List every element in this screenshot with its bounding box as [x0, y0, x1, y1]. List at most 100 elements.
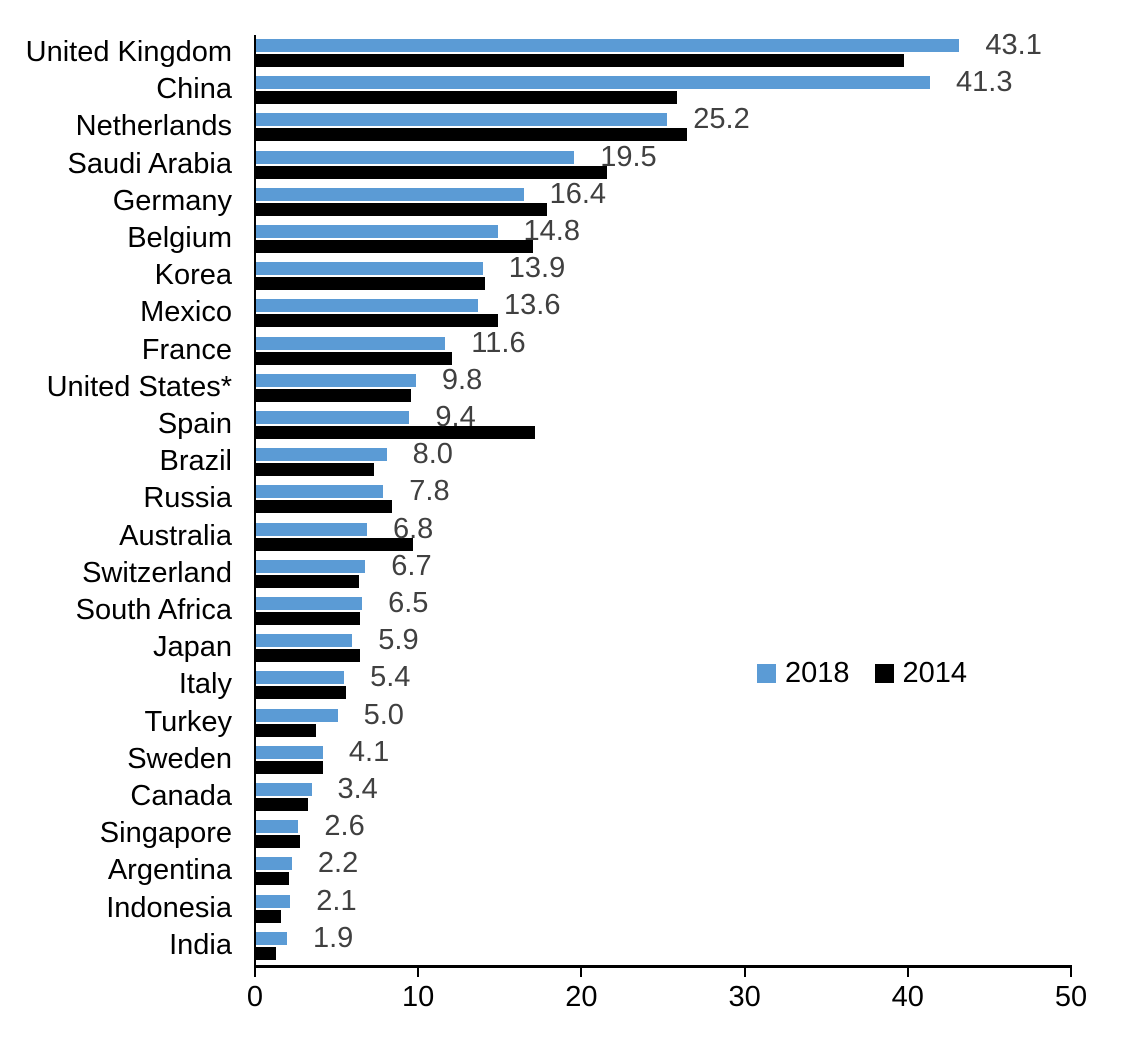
bar-2018	[256, 262, 483, 276]
bar-2018	[256, 671, 345, 685]
bar-2014	[256, 463, 374, 477]
bar-2014	[256, 835, 301, 849]
x-axis-tick-label: 40	[891, 981, 924, 1013]
x-axis-tick	[906, 968, 909, 977]
bar-2018	[256, 857, 292, 871]
data-label: 5.9	[378, 624, 419, 657]
category-label: China	[156, 73, 232, 106]
data-label: 5.4	[370, 661, 411, 694]
category-label: Japan	[152, 631, 232, 664]
legend-swatch-icon	[874, 664, 894, 683]
category-label: Brazil	[159, 445, 232, 478]
category-label: India	[169, 928, 232, 961]
bar-2018	[256, 634, 353, 648]
bar-2014	[256, 872, 289, 886]
category-label: Australia	[119, 519, 232, 552]
x-axis-tick	[417, 968, 420, 977]
category-label: Argentina	[107, 854, 232, 887]
bar-2014	[256, 537, 413, 551]
x-axis-tick-label: 30	[728, 981, 761, 1013]
data-label: 43.1	[985, 29, 1042, 61]
category-label: Indonesia	[106, 891, 232, 924]
bar-2014	[256, 909, 281, 923]
category-label: United States*	[46, 370, 232, 403]
data-label: 11.6	[471, 326, 526, 359]
bar-2014	[256, 946, 276, 960]
data-label: 8.0	[412, 438, 453, 471]
category-label: Sweden	[127, 742, 232, 775]
data-label: 41.3	[956, 66, 1013, 99]
bar-2018	[256, 894, 291, 908]
bar-2018	[256, 299, 478, 313]
bar-2014	[256, 202, 547, 216]
data-label: 2.6	[324, 810, 365, 843]
bar-2014	[256, 649, 361, 663]
bar-2014	[256, 612, 361, 625]
bar-2014	[256, 760, 323, 774]
bar-2014	[256, 798, 309, 811]
bar-2014	[256, 314, 498, 328]
category-label: Turkey	[144, 705, 232, 738]
data-label: 13.6	[504, 289, 561, 322]
category-label: Russia	[143, 482, 232, 515]
data-label: 6.7	[391, 549, 432, 582]
data-label: 7.8	[409, 475, 450, 508]
category-label: Canada	[130, 780, 232, 812]
x-axis-tick	[254, 968, 256, 977]
legend-item-2018: 2018	[757, 657, 850, 690]
legend: 2018 2014	[757, 657, 992, 690]
bar-2018	[256, 225, 498, 238]
category-label: Italy	[178, 668, 232, 701]
y-axis-line	[254, 35, 256, 968]
bar-2018	[256, 448, 387, 462]
bar-2014	[256, 574, 359, 588]
legend-label: 2014	[902, 657, 968, 689]
data-label: 2.1	[316, 884, 357, 917]
bar-2018	[256, 336, 446, 350]
bar-2018	[256, 522, 367, 536]
bar-2014	[256, 165, 607, 179]
category-label: South Africa	[75, 594, 232, 626]
bar-2018	[256, 373, 416, 387]
bar-2014	[256, 128, 687, 142]
data-label: 5.0	[363, 698, 404, 731]
category-label: Netherlands	[75, 110, 232, 143]
bar-2018	[256, 485, 384, 499]
legend-item-2014: 2014	[874, 657, 968, 690]
data-label: 16.4	[549, 177, 607, 210]
legend-label: 2018	[785, 657, 850, 689]
bar-2018	[256, 931, 287, 945]
bar-2018	[256, 39, 960, 52]
legend-swatch-icon	[757, 664, 776, 683]
bar-2014	[256, 388, 411, 402]
bar-2014	[256, 500, 392, 514]
bar-2018	[256, 745, 323, 759]
bar-2018	[256, 411, 410, 424]
x-axis-tick-label: 50	[1054, 981, 1088, 1013]
bar-2018	[256, 76, 930, 90]
x-axis-tick-label: 10	[402, 981, 435, 1013]
x-axis-tick-label: 0	[246, 981, 264, 1013]
data-label: 2.2	[317, 847, 359, 880]
bar-2018	[256, 708, 338, 722]
bar-2014	[256, 686, 346, 700]
data-label: 14.8	[523, 215, 580, 247]
bar-2018	[256, 597, 363, 610]
x-axis-tick	[580, 968, 583, 977]
data-label: 6.5	[388, 587, 429, 619]
x-axis-tick-label: 20	[565, 981, 598, 1013]
category-label: Germany	[112, 184, 232, 217]
bar-2014	[256, 426, 536, 439]
category-label: France	[141, 333, 232, 366]
category-label: Belgium	[127, 222, 232, 254]
bar-2018	[256, 187, 524, 201]
data-label: 9.4	[435, 401, 476, 433]
category-label: Switzerland	[82, 556, 232, 589]
category-label: Saudi Arabia	[67, 147, 232, 180]
bar-2014	[256, 54, 904, 67]
x-axis-tick	[743, 968, 746, 977]
category-label: United Kingdom	[25, 36, 232, 68]
category-label: Singapore	[99, 817, 232, 850]
data-label: 6.8	[393, 512, 434, 545]
